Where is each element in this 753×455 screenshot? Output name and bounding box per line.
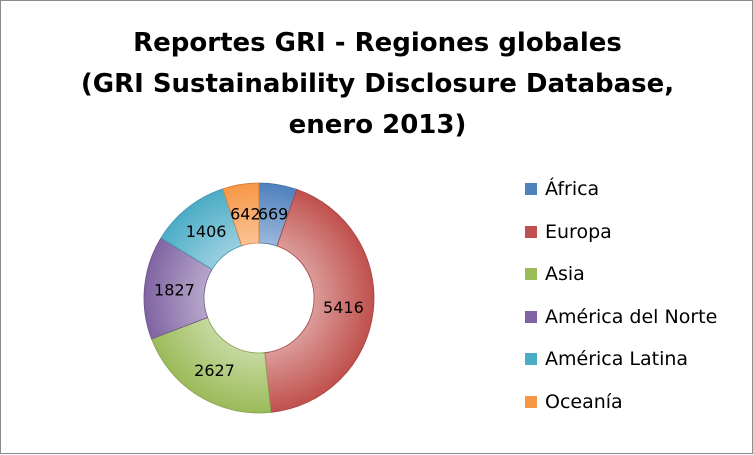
legend-label-oceania: Oceanía	[545, 390, 623, 413]
slice-label-america-del-norte: 1827	[154, 281, 195, 300]
donut-slices	[143, 182, 375, 414]
legend-label-europa: Europa	[545, 220, 612, 243]
legend-swatch-africa	[525, 183, 537, 195]
legend-swatch-america-del-norte	[525, 310, 537, 323]
chart-title-line-1: Reportes GRI - Regiones globales	[133, 28, 622, 58]
legend-swatch-oceania	[525, 395, 537, 408]
chart-title-line-3: enero 2013)	[288, 110, 467, 140]
slice-label-asia: 2627	[194, 361, 235, 380]
slice-asia	[150, 317, 272, 414]
legend-swatch-america-latina	[525, 353, 537, 365]
slice-label-oceania: 642	[230, 205, 261, 224]
chart-title-line-2: (GRI Sustainability Disclosure Database,	[80, 69, 675, 99]
legend-swatch-europa	[525, 225, 537, 238]
legend-label-america-del-norte: América del Norte	[545, 305, 718, 328]
slice-label-europa: 5416	[323, 298, 364, 317]
legend-label-africa: África	[545, 178, 600, 200]
slice-label-america-latina: 1406	[186, 222, 227, 241]
legend-swatch-asia	[525, 268, 537, 280]
slice-oceania	[222, 182, 260, 247]
chart-title: Reportes GRI - Regiones globales (GRI Su…	[1, 23, 753, 146]
slice-europa	[264, 188, 375, 413]
slice-label-africa: 669	[258, 205, 289, 224]
legend-label-asia: Asia	[545, 263, 585, 285]
legend-label-america-latina: América Latina	[545, 348, 689, 370]
